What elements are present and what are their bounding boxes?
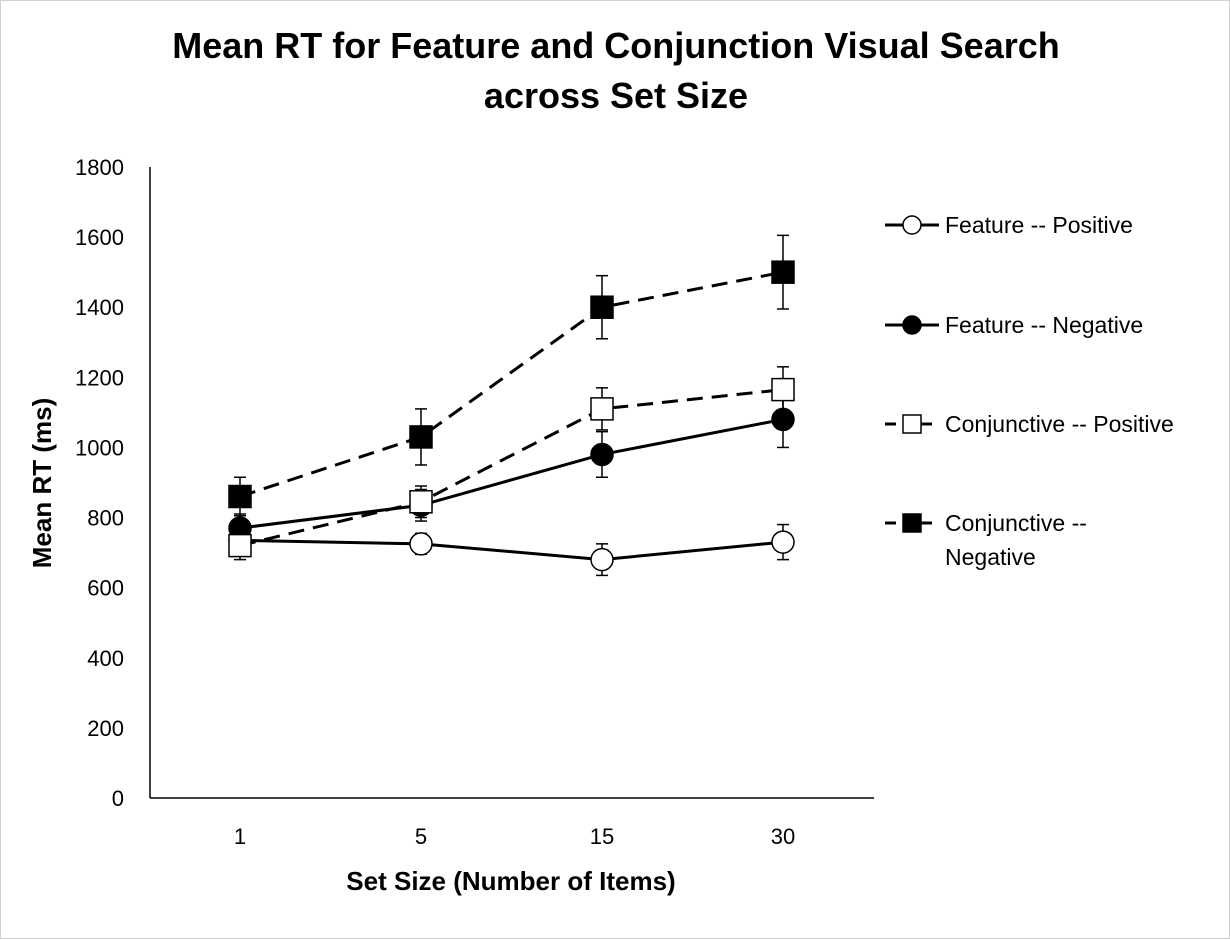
y-axis-label: Mean RT (ms) bbox=[27, 398, 57, 568]
series-line bbox=[239, 388, 784, 548]
series-feature-negative bbox=[228, 390, 795, 543]
series-line bbox=[239, 538, 784, 562]
data-point bbox=[771, 530, 795, 554]
series-layer bbox=[228, 234, 795, 577]
legend-label: Conjunctive -- Positive bbox=[945, 411, 1174, 437]
chart-title-line-1: Mean RT for Feature and Conjunction Visu… bbox=[172, 25, 1059, 66]
y-tick-label: 0 bbox=[112, 786, 124, 811]
series-conjunctive-positive bbox=[228, 366, 795, 561]
data-point bbox=[228, 533, 252, 558]
legend-marker bbox=[902, 513, 922, 533]
legend-label: Negative bbox=[945, 544, 1036, 570]
data-point bbox=[590, 397, 614, 421]
x-tick-label: 15 bbox=[590, 824, 614, 849]
legend-marker bbox=[902, 315, 922, 335]
legend-label: Conjunctive -- bbox=[945, 510, 1087, 536]
data-point bbox=[228, 484, 252, 509]
y-tick-label: 600 bbox=[87, 576, 124, 601]
legend-label: Feature -- Positive bbox=[945, 212, 1133, 238]
y-tick-label: 1000 bbox=[75, 435, 124, 460]
data-point bbox=[590, 442, 614, 467]
data-point bbox=[590, 295, 614, 319]
x-tick-label: 30 bbox=[771, 824, 795, 849]
data-point bbox=[590, 547, 614, 572]
legend: Feature -- Positive Feature -- Negative Co… bbox=[885, 212, 1174, 570]
legend-entry-conjunctive-positive: Conjunctive -- Positive bbox=[885, 411, 1174, 437]
series-line bbox=[239, 270, 784, 498]
data-point bbox=[409, 425, 433, 449]
x-axis-label: Set Size (Number of Items) bbox=[346, 866, 675, 896]
series-conjunctive-negative bbox=[228, 234, 795, 517]
chart-title-line-2: across Set Size bbox=[484, 75, 748, 116]
series-feature-positive bbox=[228, 523, 795, 577]
x-tick-label: 5 bbox=[415, 824, 427, 849]
y-tick-label: 400 bbox=[87, 646, 124, 671]
x-tick-label: 1 bbox=[234, 824, 246, 849]
data-point bbox=[409, 532, 433, 556]
x-tick-labels: 1 5 15 30 bbox=[234, 824, 795, 849]
y-tick-label: 1200 bbox=[75, 365, 124, 390]
legend-marker bbox=[902, 414, 922, 434]
legend-entry-feature-negative: Feature -- Negative bbox=[885, 312, 1143, 338]
data-point bbox=[771, 260, 795, 284]
legend-entry-conjunctive-negative: Conjunctive -- Negative bbox=[885, 510, 1087, 570]
data-point bbox=[771, 377, 795, 402]
series-line bbox=[239, 417, 784, 530]
y-tick-label: 1600 bbox=[75, 225, 124, 250]
y-tick-label: 200 bbox=[87, 716, 124, 741]
legend-entry-feature-positive: Feature -- Positive bbox=[885, 212, 1133, 238]
y-tick-label: 1800 bbox=[75, 155, 124, 180]
data-point bbox=[409, 490, 433, 514]
legend-label: Feature -- Negative bbox=[945, 312, 1143, 338]
y-tick-labels: 0 200 400 600 800 1000 1200 1400 1600 1800 bbox=[75, 155, 124, 811]
y-tick-label: 1400 bbox=[75, 295, 124, 320]
y-tick-label: 800 bbox=[87, 506, 124, 531]
legend-marker bbox=[902, 215, 922, 235]
